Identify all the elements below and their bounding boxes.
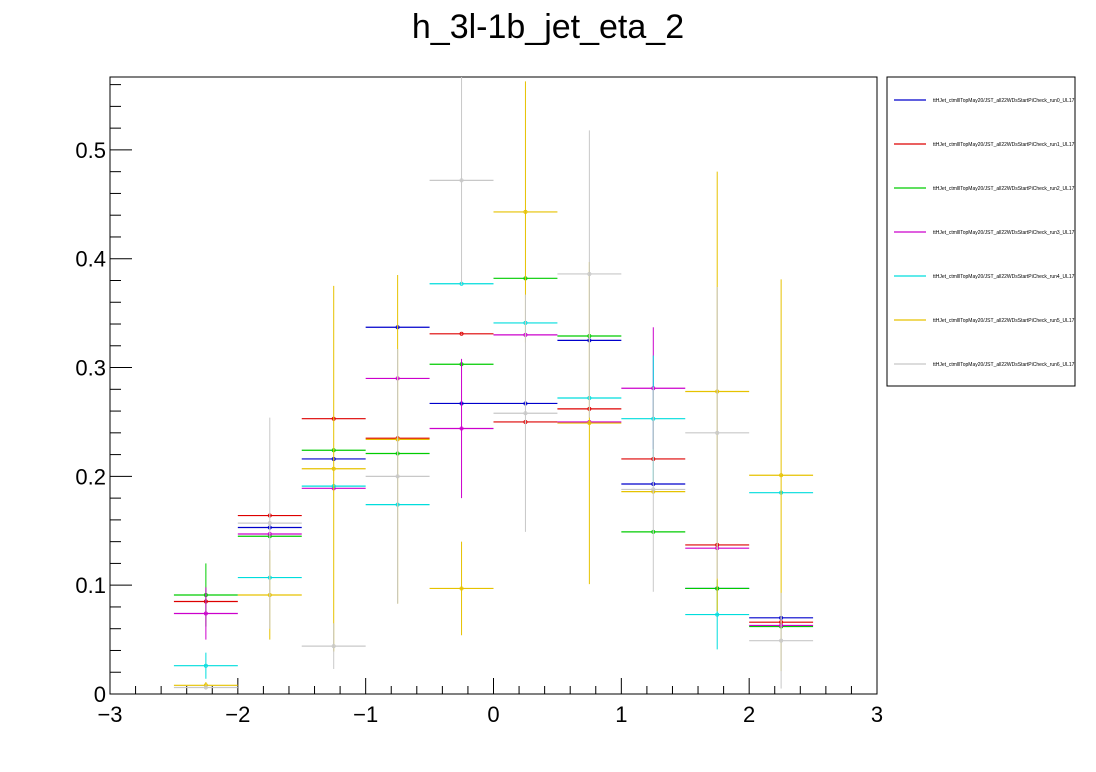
data-point	[459, 331, 464, 336]
y-tick-label: 0.3	[75, 356, 106, 381]
data-point	[459, 586, 464, 591]
chart-title: h_3l-1b_jet_eta_2	[412, 8, 684, 46]
x-tick-label: −3	[97, 702, 122, 727]
x-tick-label: 1	[615, 702, 627, 727]
data-point	[587, 421, 592, 426]
legend-label: ttHJet_ctmlllTopMay20/JST_all22WDsStartP…	[933, 318, 1075, 324]
data-point	[779, 638, 784, 643]
x-tick-label: 0	[487, 702, 499, 727]
data-point	[523, 411, 528, 416]
x-tick-label: 2	[743, 702, 755, 727]
data-point	[779, 473, 784, 478]
legend: ttHJet_ctmlllTopMay20/JST_all22WDsStartP…	[886, 76, 1076, 387]
x-tick-label: −2	[225, 702, 250, 727]
legend-label: ttHJet_ctmlllTopMay20/JST_all22WDsStartP…	[933, 362, 1075, 368]
legend-label: ttHJet_ctmlllTopMay20/JST_all22WDsStartP…	[933, 186, 1075, 192]
y-tick-label: 0.5	[75, 138, 106, 163]
axes: −3 −2 −1 0 1 2 3 0 0.1 0.2 0.3 0.4 0.5	[75, 84, 883, 727]
y-tick-label: 0	[94, 682, 106, 707]
data-point	[203, 685, 208, 690]
legend-label: ttHJet_ctmlllTopMay20/JST_all22WDsStartP…	[933, 274, 1075, 280]
data-point	[331, 466, 336, 471]
data-point	[395, 474, 400, 479]
y-tick-label: 0.1	[75, 573, 106, 598]
data-point	[203, 663, 208, 668]
data-point	[203, 611, 208, 616]
x-tick-label: 3	[871, 702, 883, 727]
data-point	[459, 178, 464, 183]
data-point	[267, 521, 272, 526]
y-tick-label: 0.4	[75, 247, 106, 272]
data-point	[523, 209, 528, 214]
data-point	[331, 644, 336, 649]
data-point	[715, 430, 720, 435]
data-point	[587, 271, 592, 276]
legend-label: ttHJet_ctmlllTopMay20/JST_all22WDsStartP…	[933, 142, 1075, 148]
legend-label: ttHJet_ctmlllTopMay20/JST_all22WDsStartP…	[933, 98, 1075, 104]
data-point	[651, 487, 656, 492]
legend-label: ttHJet_ctmlllTopMay20/JST_all22WDsStartP…	[933, 230, 1075, 236]
x-tick-label: −1	[353, 702, 378, 727]
y-tick-label: 0.2	[75, 464, 106, 489]
series-6	[173, 77, 814, 690]
series-layer	[173, 77, 814, 690]
data-point	[459, 426, 464, 431]
data-point	[715, 612, 720, 617]
